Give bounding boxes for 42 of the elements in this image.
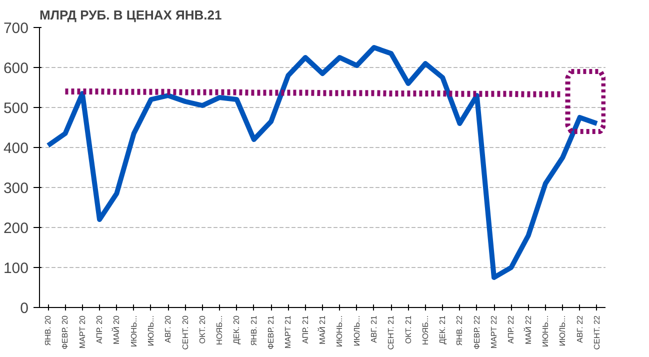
y-tick-label: 200: [3, 220, 29, 237]
y-tick-label: 100: [3, 260, 29, 277]
chart-title: МЛРД РУБ. В ЦЕНАХ ЯНВ.21: [40, 8, 222, 22]
x-tick-label: ИЮЛЬ...: [146, 316, 156, 346]
x-tick-label: ИЮНЬ...: [335, 315, 344, 348]
x-tick-label: ФЕВР. 20: [60, 314, 70, 350]
y-tick-label: 400: [3, 140, 29, 157]
x-tick-label: СЕНТ. 21: [386, 314, 396, 350]
x-tick-label: АПР. 21: [300, 314, 310, 344]
x-tick-label: СЕНТ. 22: [592, 314, 602, 350]
y-tick-label: 600: [3, 60, 29, 77]
x-tick-label: МАРТ 22: [490, 314, 499, 348]
x-tick-label: МАЙ 21: [317, 314, 327, 344]
x-tick-label: ИЮЛЬ...: [558, 316, 568, 346]
x-tick-label: АВГ. 22: [575, 314, 584, 343]
x-tick-label: МАРТ 20: [78, 314, 87, 348]
x-tick-label: ЯНВ. 22: [455, 314, 464, 346]
x-tick-label: МАЙ 20: [111, 314, 122, 344]
y-tick-label: 0: [20, 300, 28, 317]
x-tick-label: ОКТ. 21: [404, 314, 413, 344]
x-tick-label: ОКТ. 20: [198, 314, 207, 344]
x-tick-label: НОЯБ...: [215, 315, 224, 346]
x-tick-label: АВГ. 20: [164, 314, 173, 343]
x-tick-label: ФЕВР. 21: [266, 314, 276, 350]
y-tick-label: 500: [3, 100, 29, 117]
x-tick-label: МАЙ 22: [522, 314, 533, 344]
x-tick-label: ИЮНЬ...: [540, 315, 550, 348]
x-tick-label: АПР. 20: [95, 314, 104, 344]
x-tick-label: СЕНТ. 20: [180, 314, 190, 350]
y-tick-label: 700: [3, 20, 29, 37]
x-tick-label: ИЮЛЬ...: [352, 316, 362, 346]
x-tick-label: НОЯБ...: [420, 315, 430, 346]
x-tick-label: ЯНВ. 20: [44, 314, 53, 346]
x-tick-label: АВГ. 21: [369, 314, 378, 343]
y-tick-label: 300: [3, 180, 29, 197]
x-tick-label: ЯНВ. 21: [249, 314, 258, 346]
x-tick-label: ДЕК. 20: [232, 314, 242, 344]
x-tick-label: АПР. 22: [506, 314, 516, 344]
x-tick-label: ФЕВР. 22: [472, 314, 482, 350]
x-tick-label: ДЕК. 21: [438, 314, 448, 344]
x-tick-label: МАРТ 21: [284, 314, 293, 348]
x-tick-label: ИЮНЬ...: [129, 315, 138, 348]
